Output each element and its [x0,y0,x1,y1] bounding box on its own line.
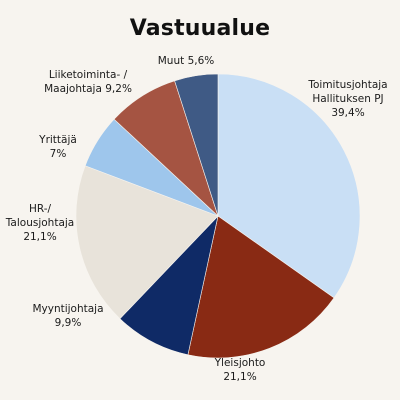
slice-label-1-line-0: Yleisjohto [214,357,266,369]
slice-label-6: Muut 5,6% [158,55,215,67]
slice-label-5-line-0: Liiketoiminta- / [49,69,128,81]
pie-slice-1 [187,215,335,359]
slice-label-5: Liiketoiminta- / Maajohtaja 9,2% [44,69,132,95]
slice-label-0: Toimitusjohtaja Hallituksen PJ 39,4% [307,79,387,119]
slice-label-0-line-2: 39,4% [331,107,364,119]
slice-label-3-line-2: 21,1% [23,231,56,243]
slice-label-2: Myyntijohtaja 9,9% [32,303,103,329]
pie-slice-6 [174,73,219,217]
slice-label-0-line-1: Hallituksen PJ [312,93,383,105]
slice-label-4-line-1: 7% [50,148,67,160]
chart-title: Vastuualue [129,16,271,41]
slice-label-5-line-1: Maajohtaja 9,2% [44,83,132,95]
slice-label-1: Yleisjohto 21,1% [214,357,266,383]
pie-slice-3 [75,165,219,320]
slice-label-2-line-1: 9,9% [55,317,82,329]
slice-label-1-line-1: 21,1% [223,371,256,383]
slice-label-3-line-0: HR-/ [29,203,52,215]
slice-label-6-line-0: Muut 5,6% [158,55,215,67]
slice-label-0-line-0: Toimitusjohtaja [307,79,387,91]
slice-label-4: Yrittäjä 7% [38,134,77,160]
slice-label-3-line-1: Talousjohtaja [5,217,74,229]
slice-label-2-line-0: Myyntijohtaja [32,303,103,315]
slice-label-3: HR-/ Talousjohtaja 21,1% [5,203,74,243]
pie-slice-0 [217,73,361,299]
slice-label-4-line-0: Yrittäjä [38,134,77,146]
